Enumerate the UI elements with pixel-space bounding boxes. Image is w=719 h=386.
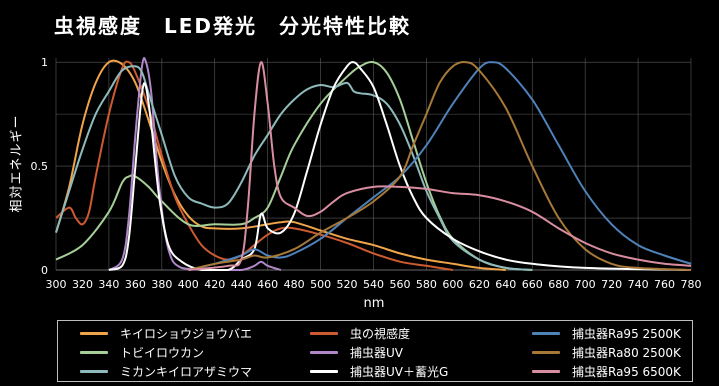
legend-label: ミカンキイロアザミウマ xyxy=(120,363,252,380)
x-tick-label: 520 xyxy=(337,278,358,291)
x-tick-label: 560 xyxy=(389,278,410,291)
legend-label: トビイロウカン xyxy=(120,344,204,361)
legend-item: キイロショウジョウバエ xyxy=(80,324,252,342)
legend-item: 捕虫器Ra95 2500K xyxy=(532,324,681,342)
legend-swatch xyxy=(310,332,338,335)
legend-swatch xyxy=(532,332,560,335)
legend-label: 虫の視感度 xyxy=(350,325,410,342)
legend-item: トビイロウカン xyxy=(80,343,204,361)
y-tick-labels: 00.51 xyxy=(31,56,49,277)
legend-swatch xyxy=(80,370,108,373)
y-tick-label: 0 xyxy=(41,264,48,277)
y-tick-label: 0.5 xyxy=(31,160,49,173)
x-tick-label: 420 xyxy=(204,278,225,291)
legend-swatch xyxy=(532,370,560,373)
legend-label: 捕虫器UV＋蓄光G xyxy=(350,363,448,380)
x-tick-labels: 300 320 340 360 380 400 420 440 460 480 500 520 540 5… xyxy=(46,278,702,291)
legend-item: ミカンキイロアザミウマ xyxy=(80,362,252,380)
x-tick-label: 600 xyxy=(442,278,463,291)
x-tick-label: 480 xyxy=(284,278,305,291)
y-tick-label: 1 xyxy=(41,56,48,69)
x-tick-label: 780 xyxy=(681,278,702,291)
x-tick-label: 360 xyxy=(125,278,146,291)
x-tick-label: 300 xyxy=(46,278,67,291)
series-line-5 xyxy=(56,66,532,270)
legend-swatch xyxy=(532,351,560,354)
legend-label: 捕虫器Ra95 6500K xyxy=(572,363,681,380)
legend: キイロショウジョウバエ 虫の視感度トビイロウカン 捕虫器UV ミカンキイロアザミウマ 捕… xyxy=(57,320,693,382)
y-axis-label: 相対エネルギー xyxy=(6,123,25,213)
legend-item: 捕虫器Ra95 6500K xyxy=(532,362,681,380)
legend-item: 虫の視感度 xyxy=(310,324,410,342)
x-tick-label: 500 xyxy=(310,278,331,291)
x-tick-label: 680 xyxy=(548,278,569,291)
x-tick-label: 620 xyxy=(469,278,490,291)
chart-plot: 300 320 340 360 380 400 420 440 460 480 500 520 540 5… xyxy=(0,0,719,320)
x-tick-label: 640 xyxy=(495,278,516,291)
legend-swatch xyxy=(80,332,108,335)
legend-item: 捕虫器UV＋蓄光G xyxy=(310,362,448,380)
legend-label: 捕虫器UV xyxy=(350,344,403,361)
legend-swatch xyxy=(80,351,108,354)
legend-swatch xyxy=(310,370,338,373)
legend-label: キイロショウジョウバエ xyxy=(120,325,252,342)
x-tick-label: 460 xyxy=(257,278,278,291)
series-line-1 xyxy=(56,61,506,270)
x-tick-label: 320 xyxy=(72,278,93,291)
x-tick-label: 660 xyxy=(522,278,543,291)
x-tick-label: 760 xyxy=(654,278,675,291)
x-tick-label: 740 xyxy=(628,278,649,291)
x-tick-label: 440 xyxy=(231,278,252,291)
legend-item: 捕虫器Ra80 2500K xyxy=(532,343,681,361)
legend-label: 捕虫器Ra80 2500K xyxy=(572,344,681,361)
x-tick-label: 580 xyxy=(416,278,437,291)
x-axis-label: nm xyxy=(364,296,385,311)
x-tick-label: 400 xyxy=(178,278,199,291)
legend-item: 捕虫器UV xyxy=(310,343,403,361)
legend-label: 捕虫器Ra95 2500K xyxy=(572,325,681,342)
x-tick-label: 540 xyxy=(363,278,384,291)
x-tick-label: 720 xyxy=(601,278,622,291)
x-tick-label: 380 xyxy=(151,278,172,291)
x-tick-label: 700 xyxy=(575,278,596,291)
legend-swatch xyxy=(310,351,338,354)
x-tick-label: 340 xyxy=(98,278,119,291)
